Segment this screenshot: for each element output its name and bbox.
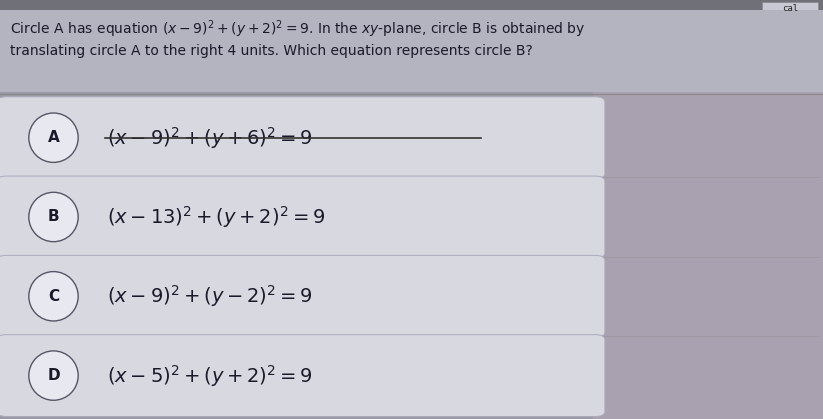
- FancyBboxPatch shape: [762, 2, 818, 16]
- FancyBboxPatch shape: [0, 176, 605, 258]
- Text: A: A: [48, 130, 59, 145]
- Text: Circle A has equation $(x - 9)^2 + (y + 2)^2 = 9$. In the $xy$-plane, circle B i: Circle A has equation $(x - 9)^2 + (y + …: [10, 19, 585, 41]
- Text: cal: cal: [782, 4, 798, 13]
- Text: $(x - 5)^2 + (y + 2)^2 = 9$: $(x - 5)^2 + (y + 2)^2 = 9$: [107, 362, 313, 388]
- Text: C: C: [48, 289, 59, 304]
- FancyBboxPatch shape: [0, 97, 605, 178]
- FancyBboxPatch shape: [0, 335, 605, 416]
- FancyBboxPatch shape: [0, 10, 823, 92]
- Text: B: B: [48, 210, 59, 225]
- Ellipse shape: [29, 113, 78, 163]
- Text: D: D: [47, 368, 60, 383]
- Ellipse shape: [29, 192, 78, 242]
- FancyBboxPatch shape: [593, 92, 823, 419]
- Text: translating circle A to the right 4 units. Which equation represents circle B?: translating circle A to the right 4 unit…: [10, 44, 532, 58]
- Text: $(x - 9)^2 + (y + 6)^2 = 9$: $(x - 9)^2 + (y + 6)^2 = 9$: [107, 125, 313, 151]
- FancyBboxPatch shape: [0, 0, 823, 17]
- Ellipse shape: [29, 351, 78, 400]
- Text: $(x - 9)^2 + (y - 2)^2 = 9$: $(x - 9)^2 + (y - 2)^2 = 9$: [107, 283, 313, 309]
- FancyBboxPatch shape: [0, 255, 605, 337]
- Text: $(x - 13)^2 + (y + 2)^2 = 9$: $(x - 13)^2 + (y + 2)^2 = 9$: [107, 204, 325, 230]
- Ellipse shape: [29, 272, 78, 321]
